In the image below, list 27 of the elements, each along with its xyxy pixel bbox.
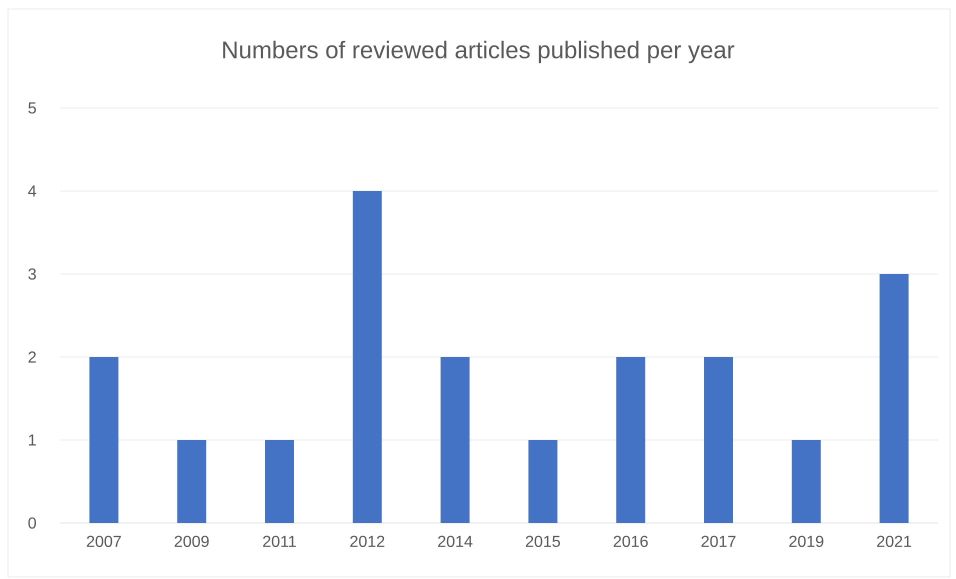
bar	[177, 440, 206, 523]
y-tick-label: 5	[28, 102, 36, 114]
bar	[89, 357, 118, 523]
bar	[880, 274, 909, 523]
x-tick-label: 2016	[614, 536, 648, 548]
y-tick-label: 1	[28, 434, 36, 446]
bar	[528, 440, 558, 523]
x-tick-label: 2019	[789, 536, 824, 548]
y-tick-label: 0	[28, 517, 36, 529]
chart-title: Numbers of reviewed articles published per year	[223, 40, 734, 64]
bar	[440, 357, 470, 523]
bar	[265, 440, 294, 523]
y-tick-label: 2	[28, 351, 36, 363]
bar	[792, 440, 821, 523]
y-tick-label: 3	[28, 268, 36, 280]
y-tick-label: 4	[28, 186, 36, 196]
x-tick-label: 2011	[263, 536, 296, 548]
bar	[704, 357, 733, 523]
x-tick-label: 2012	[350, 536, 384, 548]
x-tick-label: 2009	[174, 536, 209, 548]
x-tick-label: 2021	[877, 536, 912, 548]
x-tick-label: 2007	[86, 536, 121, 548]
x-tick-label: 2014	[438, 536, 472, 548]
x-tick-label: 2017	[702, 536, 736, 548]
bar	[352, 191, 382, 523]
bar	[616, 357, 646, 523]
x-tick-label: 2015	[526, 536, 560, 548]
